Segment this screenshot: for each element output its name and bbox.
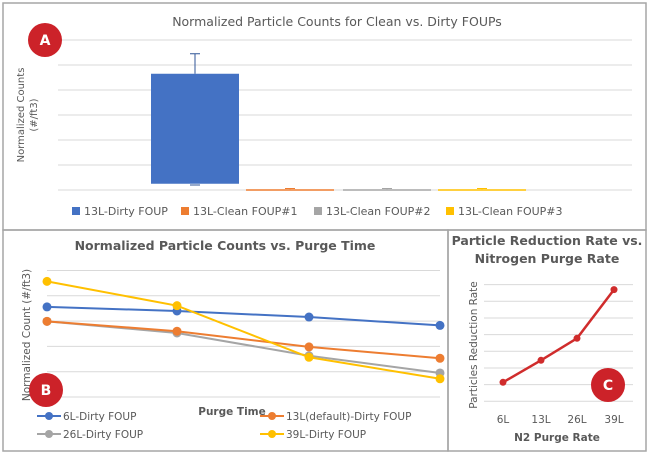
chart-c-title: Particle Reduction Rate vs. — [452, 233, 643, 248]
error-bar-3 — [382, 188, 392, 191]
ylabel-line: (#/ft3) — [29, 98, 40, 131]
panel-badge-c: C — [591, 368, 625, 402]
series-4 — [42, 276, 445, 384]
legend-label: 13L(default)-Dirty FOUP — [286, 411, 411, 423]
data-point — [304, 352, 314, 362]
badge-label: B — [41, 383, 52, 399]
series-line — [46, 280, 441, 380]
badge-circle — [28, 23, 62, 57]
badge-label: A — [40, 33, 51, 49]
chart-c-xlabel: N2 Purge Rate — [514, 432, 600, 444]
data-point — [172, 301, 182, 311]
legend-item-1: 6L-Dirty FOUP — [37, 411, 136, 423]
legend-item-4: 13L-Clean FOUP#3 — [446, 205, 563, 218]
legend-label: 13L-Clean FOUP#3 — [458, 205, 563, 218]
chart-c-title: Nitrogen Purge Rate — [475, 251, 620, 266]
legend-marker — [45, 430, 53, 438]
data-point — [435, 320, 445, 330]
legend-item-2: 13L-Clean FOUP#1 — [181, 205, 298, 218]
badge-circle — [29, 373, 63, 407]
legend-label: 13L-Clean FOUP#2 — [326, 205, 431, 218]
legend-label: 39L-Dirty FOUP — [286, 429, 366, 441]
data-point — [537, 356, 545, 364]
series-line — [46, 320, 441, 374]
chart-c-ylabel: Particles Reduction Rate — [468, 281, 480, 409]
x-tick-label: 6L — [497, 414, 510, 426]
data-point — [610, 286, 618, 294]
data-point — [304, 312, 314, 322]
bar-1 — [151, 73, 239, 184]
panel-c-frame — [447, 229, 647, 452]
legend-swatch — [181, 207, 189, 215]
chart-b-title: Normalized Particle Counts vs. Purge Tim… — [75, 238, 376, 253]
data-point — [435, 353, 445, 363]
chart-a-ylabel: Normalized Counts (#/ft3) — [16, 68, 40, 163]
data-point — [304, 342, 314, 352]
ylabel: Particles Reduction Rate — [468, 281, 480, 409]
legend-item-3: 26L-Dirty FOUP — [37, 429, 143, 441]
legend-item-3: 13L-Clean FOUP#2 — [314, 205, 431, 218]
series-line — [502, 288, 615, 384]
badge-circle — [591, 368, 625, 402]
data-point — [573, 334, 581, 342]
legend-label: 26L-Dirty FOUP — [63, 429, 143, 441]
badge-label: C — [603, 378, 613, 394]
legend-marker — [45, 412, 53, 420]
data-point — [42, 302, 52, 312]
x-tick-label: 13L — [531, 414, 550, 426]
ylabel: Normalized Count (#/ft3) — [21, 269, 33, 401]
ylabel-line: Normalized Counts — [16, 68, 27, 163]
panel-a-frame — [2, 2, 647, 231]
data-point — [499, 378, 507, 386]
chart-a-title: Normalized Particle Counts for Clean vs.… — [172, 14, 502, 29]
legend-marker — [268, 430, 276, 438]
data-point — [42, 276, 52, 286]
panel-badge-b: B — [29, 373, 63, 407]
error-bar-2 — [285, 188, 295, 191]
error-bar-4 — [477, 188, 487, 191]
legend-item-4: 39L-Dirty FOUP — [260, 429, 366, 441]
data-point — [435, 374, 445, 384]
series-1 — [499, 286, 618, 386]
chart-b-xlabel: Purge Time — [198, 406, 265, 418]
data-point — [42, 316, 52, 326]
legend-item-2: 13L(default)-Dirty FOUP — [260, 411, 411, 423]
legend-marker — [268, 412, 276, 420]
series-2 — [42, 316, 445, 363]
legend-label: 13L-Dirty FOUP — [84, 205, 168, 218]
legend-swatch — [72, 207, 80, 215]
legend-item-1: 13L-Dirty FOUP — [72, 205, 168, 218]
series-line — [46, 305, 441, 327]
legend-swatch — [446, 207, 454, 215]
legend-label: 6L-Dirty FOUP — [63, 411, 136, 423]
x-tick-label: 39L — [604, 414, 623, 426]
panel-badge-a: A — [28, 23, 62, 57]
error-bar-1 — [190, 53, 200, 186]
data-point — [172, 326, 182, 336]
x-tick-label: 26L — [567, 414, 586, 426]
legend-swatch — [314, 207, 322, 215]
chart-b-ylabel: Normalized Count (#/ft3) — [21, 269, 33, 401]
series-line — [46, 320, 441, 360]
legend-label: 13L-Clean FOUP#1 — [193, 205, 298, 218]
